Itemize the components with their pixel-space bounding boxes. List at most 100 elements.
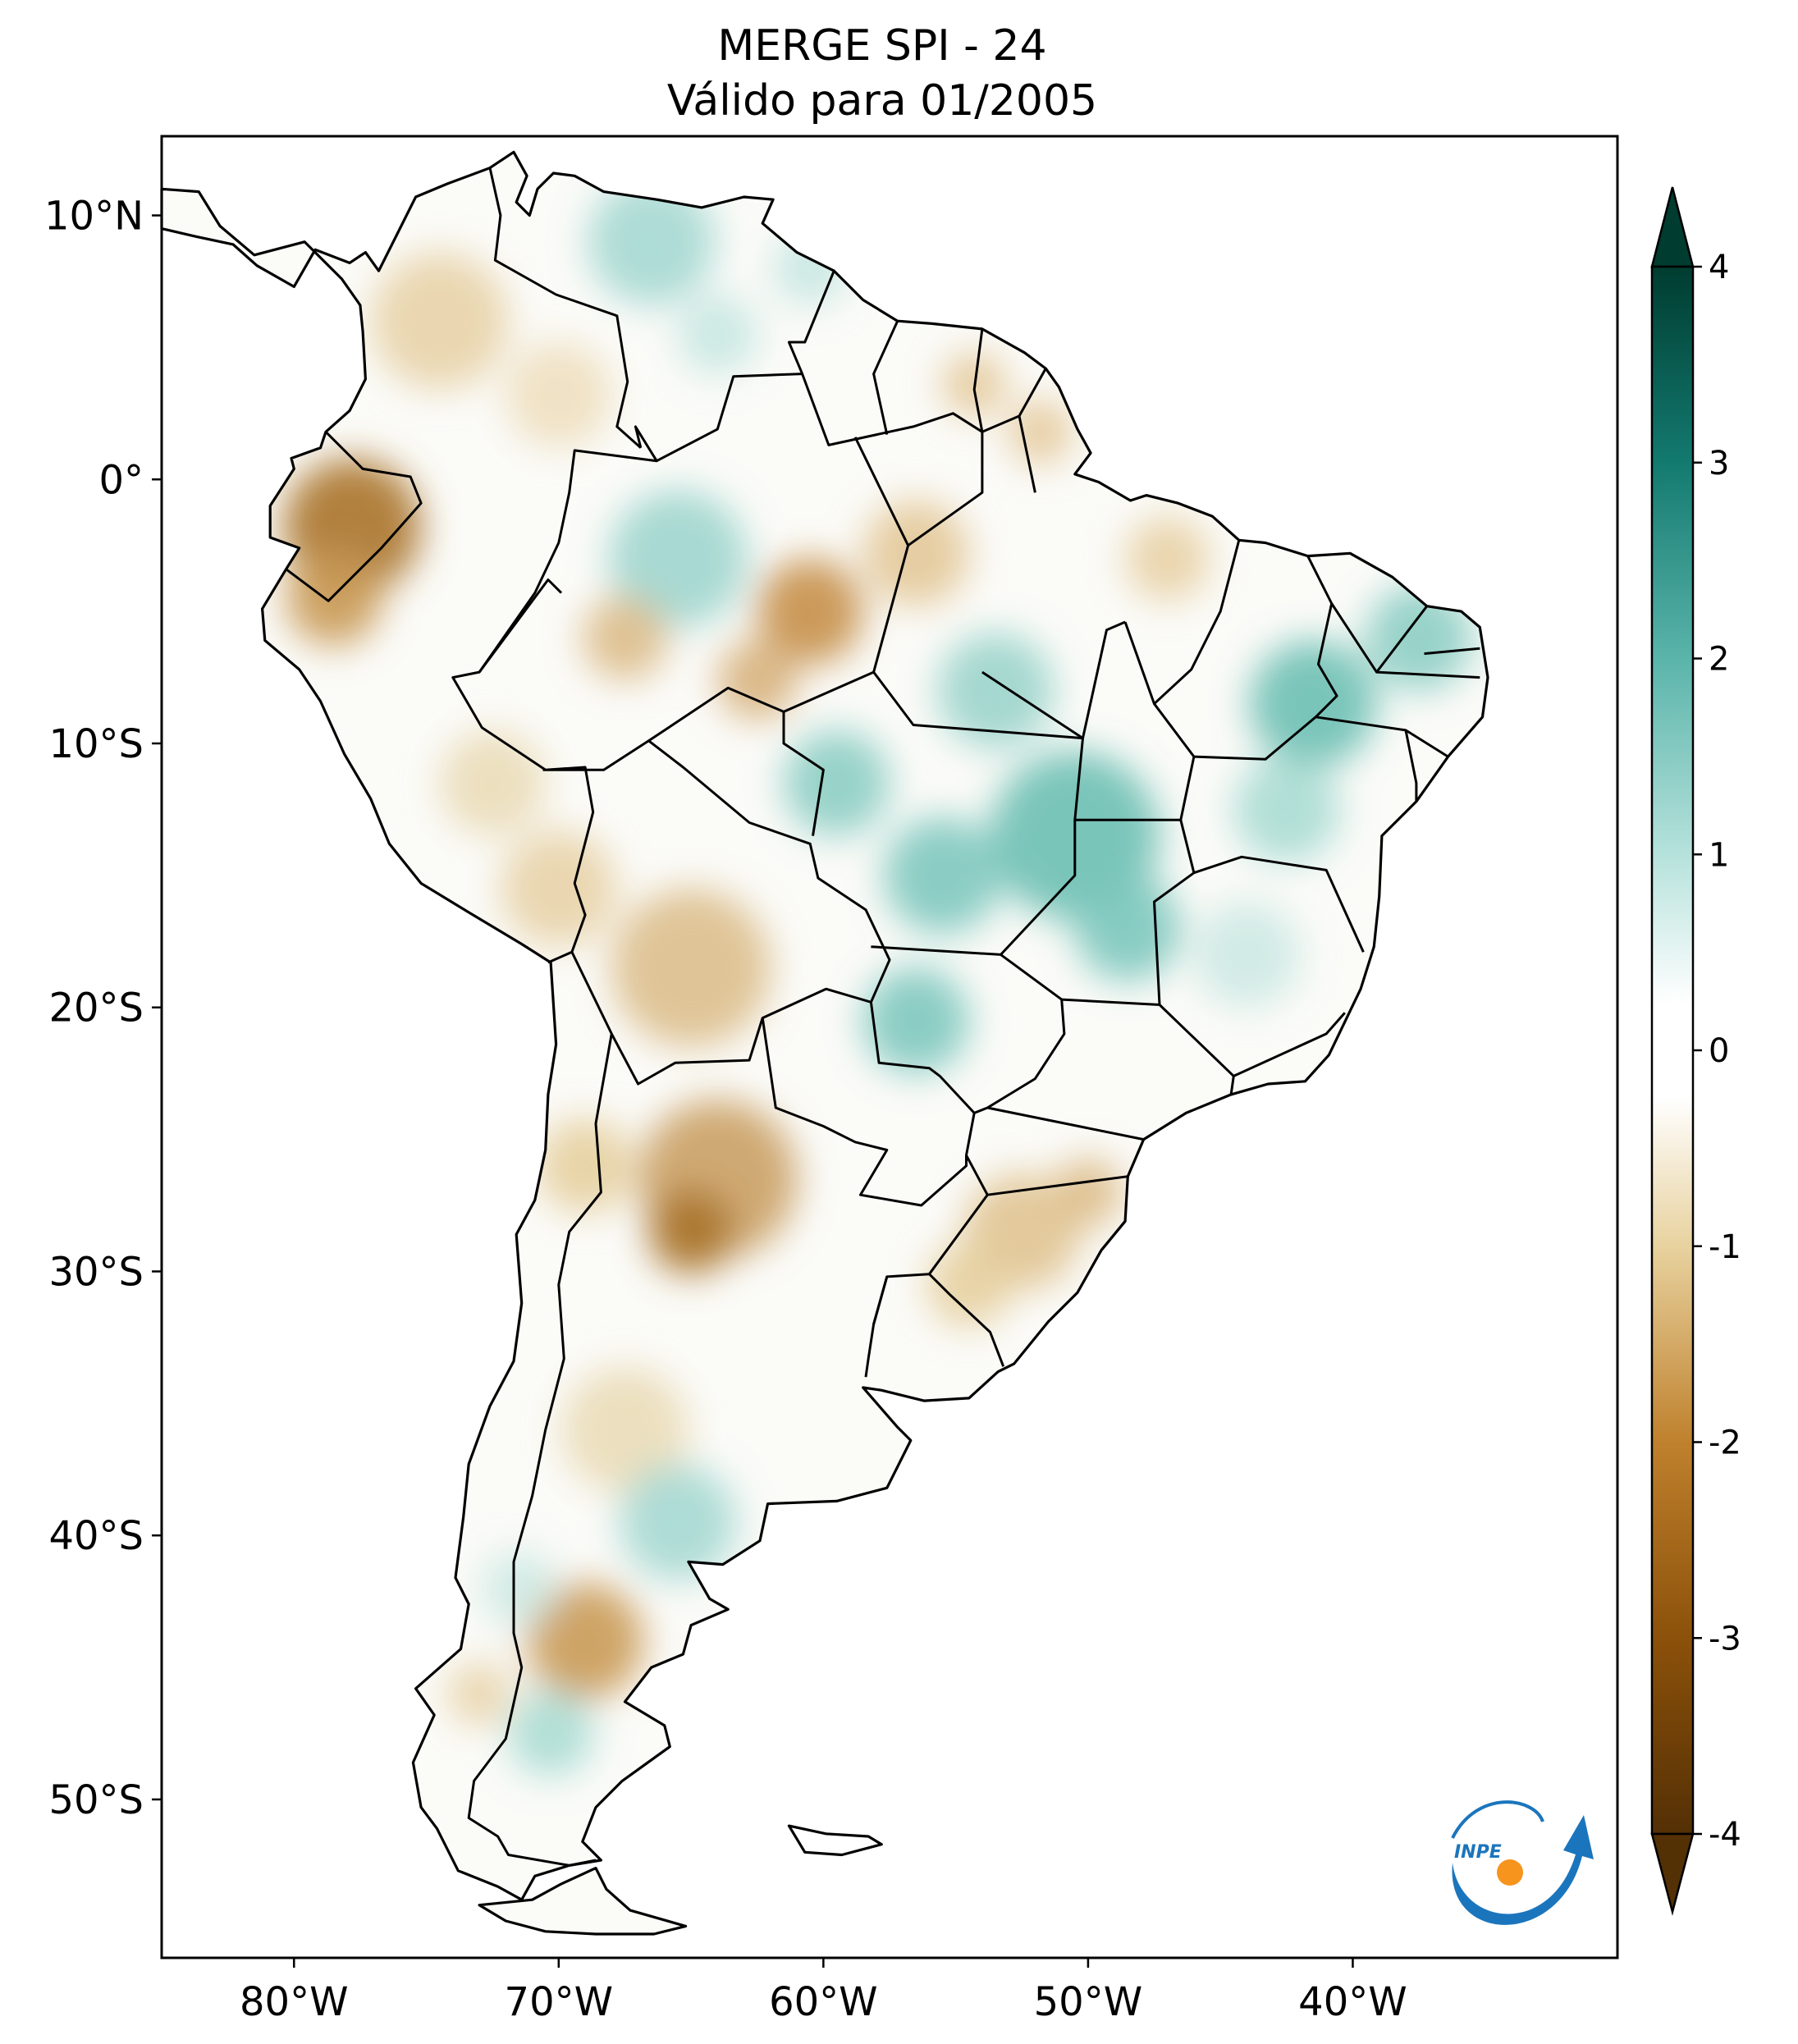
spi-anomaly-patch: [561, 1366, 689, 1493]
logo-sun-icon: [1497, 1859, 1523, 1886]
state-border-line: [1158, 1004, 1346, 1077]
spi-anomaly-patch: [1125, 516, 1210, 601]
spi-anomaly-patch: [717, 640, 798, 720]
border-line: [928, 1273, 1005, 1367]
state-border-line: [987, 1175, 1128, 1196]
state-border-line: [1404, 729, 1418, 802]
lon-tick-label: 60°W: [769, 1979, 878, 2025]
spi-anomaly-patch: [482, 1551, 556, 1626]
colorbar-tick-label: -2: [1709, 1424, 1741, 1462]
state-border-line: [783, 437, 910, 713]
spi-shading: [162, 152, 1488, 1934]
border-line: [478, 578, 563, 673]
spi-anomaly-patch: [609, 490, 747, 628]
lat-tick-label: 30°S: [48, 1249, 144, 1295]
colorbar-tick-label: 0: [1709, 1032, 1729, 1070]
border-line: [467, 1033, 613, 1867]
spi-anomaly-patch: [884, 817, 1001, 934]
latitude-axis: 10°N 0° 10°S 20°S 30°S 40°S 50°S: [44, 194, 162, 1823]
spi-anomaly-patch: [783, 729, 890, 836]
border-line: [872, 320, 899, 435]
country-borders: [285, 167, 1480, 1867]
lat-tick-label: 20°S: [48, 985, 144, 1031]
state-border-line: [1100, 1220, 1127, 1251]
spi-anomaly-patch: [926, 1242, 1012, 1328]
lat-tick-label: 10°S: [48, 721, 144, 767]
state-border-line: [1193, 855, 1365, 953]
state-border-line: [981, 620, 1126, 740]
state-border-line: [1073, 621, 1196, 821]
longitude-axis: 80°W 70°W 60°W 50°W 40°W: [240, 1958, 1407, 2025]
lat-tick-label: 50°S: [48, 1777, 144, 1823]
border-line: [451, 425, 891, 1086]
state-border-line: [1424, 647, 1480, 656]
spi-anomaly-patch: [1193, 902, 1300, 1008]
spi-anomaly-patch: [1366, 585, 1472, 691]
border-line: [285, 431, 423, 602]
spi-anomaly-patch: [500, 830, 617, 947]
border-line: [787, 270, 835, 375]
spi-anomaly-patch: [619, 1464, 736, 1580]
inpe-logo: INPE: [1451, 1800, 1594, 1925]
lon-tick-label: 80°W: [240, 1979, 349, 2025]
state-border-line: [987, 1106, 1144, 1141]
colorbar-tick-label: 2: [1709, 641, 1729, 679]
spi-anomaly-patch: [937, 632, 1055, 749]
border-line: [656, 368, 1047, 463]
spi-anomaly-patch: [508, 1691, 593, 1776]
state-border-line: [1018, 415, 1036, 493]
colorbar-tick-label: -3: [1709, 1620, 1741, 1658]
logo-text: INPE: [1454, 1842, 1502, 1863]
border-line: [972, 328, 984, 432]
colorbar: 4 3 2 1 0 -1 -2 -3 -4: [1650, 186, 1741, 1916]
spi-anomaly-patch: [286, 551, 382, 646]
logo-arrow-icon: [1452, 1815, 1594, 1925]
spi-anomaly-patch: [537, 1118, 634, 1214]
spi-anomaly-patch: [1054, 1158, 1123, 1227]
border-line: [547, 950, 573, 964]
coastline: [160, 150, 1489, 1936]
lat-tick-label: 40°S: [48, 1513, 144, 1559]
state-border-line: [647, 686, 825, 836]
state-border-line: [1376, 670, 1480, 679]
lon-tick-label: 40°W: [1298, 1979, 1407, 2025]
state-border-line: [907, 432, 984, 546]
spi-anomaly-patch: [862, 501, 969, 606]
state-border-line: [872, 671, 1083, 740]
colorbar-tick-label: 4: [1709, 249, 1729, 286]
map-title-line2: Válido para 01/2005: [667, 76, 1097, 126]
colorbar-body: [1650, 265, 1695, 1836]
colorbar-tick-label: -4: [1709, 1816, 1741, 1854]
colorbar-tick-label: -1: [1709, 1228, 1741, 1266]
spi-anomaly-patch: [862, 967, 969, 1074]
spi-anomaly-patch: [677, 295, 757, 374]
state-border-line: [1153, 539, 1241, 705]
border-line: [488, 167, 642, 449]
logo-swoosh-icon: [1451, 1800, 1544, 1839]
lon-tick-label: 50°W: [1034, 1979, 1143, 2025]
spi-anomaly-patch: [527, 1583, 644, 1699]
spi-anomaly-patch: [648, 1189, 734, 1274]
spi-anomaly-patch: [582, 595, 668, 680]
spi-anomaly-patch: [588, 178, 716, 305]
state-border-line: [1000, 820, 1077, 956]
colorbar-tick-label: 1: [1709, 836, 1729, 874]
spi-anomaly-patch: [757, 558, 863, 665]
border-line: [761, 1002, 976, 1207]
falkland-islands: [787, 1824, 883, 1857]
spi-anomaly-patch: [1009, 400, 1073, 464]
colorbar-extend-bottom: [1650, 1832, 1695, 1916]
map-frame: [160, 135, 1619, 1959]
lon-tick-label: 70°W: [505, 1979, 614, 2025]
lat-tick-label: 10°N: [44, 194, 144, 240]
colorbar-extend-top: [1650, 186, 1695, 268]
spi-anomaly-patch: [370, 252, 509, 390]
colorbar-tick-label: 3: [1709, 445, 1729, 482]
state-border-line: [1229, 1076, 1235, 1095]
spi-anomaly-patch: [1233, 757, 1340, 862]
spi-anomaly-patch: [1249, 640, 1377, 767]
map-panel: [160, 135, 1619, 1959]
map-title-line1: MERGE SPI - 24: [717, 21, 1046, 71]
spi-anomaly-patch: [1074, 875, 1181, 981]
lat-tick-label: 0°: [98, 457, 144, 503]
